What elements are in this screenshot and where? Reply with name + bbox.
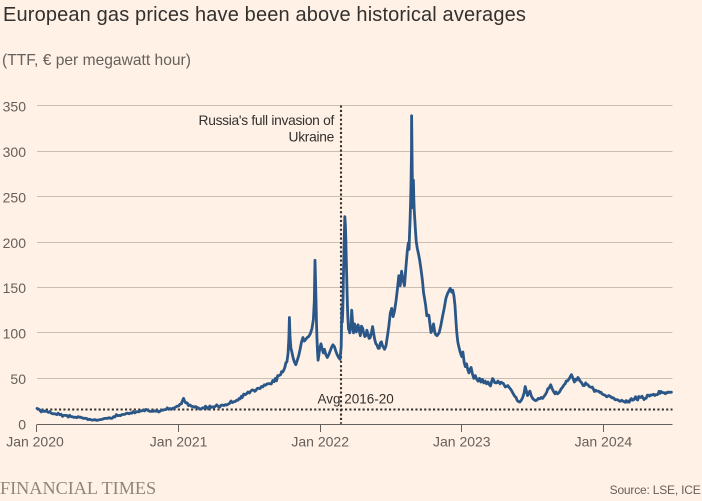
svg-text:Avg 2016-20: Avg 2016-20: [318, 392, 394, 407]
svg-text:Russia's full invasion of: Russia's full invasion of: [199, 113, 335, 128]
svg-text:Ukraine: Ukraine: [289, 130, 335, 145]
svg-text:0: 0: [18, 417, 26, 433]
svg-text:50: 50: [10, 371, 26, 387]
svg-text:Jan 2020: Jan 2020: [6, 434, 64, 450]
svg-text:Jan 2021: Jan 2021: [150, 434, 208, 450]
svg-text:Source: LSE, ICE: Source: LSE, ICE: [610, 483, 701, 497]
svg-text:(TTF, € per megawatt hour): (TTF, € per megawatt hour): [2, 52, 191, 69]
svg-text:200: 200: [3, 235, 27, 251]
svg-text:350: 350: [3, 99, 27, 115]
svg-text:FINANCIAL TIMES: FINANCIAL TIMES: [0, 478, 156, 498]
svg-text:150: 150: [3, 280, 27, 296]
svg-text:Jan 2023: Jan 2023: [433, 434, 491, 450]
svg-text:100: 100: [3, 326, 27, 342]
svg-text:Jan 2024: Jan 2024: [575, 434, 633, 450]
svg-text:250: 250: [3, 189, 27, 205]
svg-text:Jan 2022: Jan 2022: [291, 434, 349, 450]
svg-text:European gas prices have been: European gas prices have been above hist…: [3, 4, 526, 26]
svg-text:300: 300: [3, 144, 27, 160]
